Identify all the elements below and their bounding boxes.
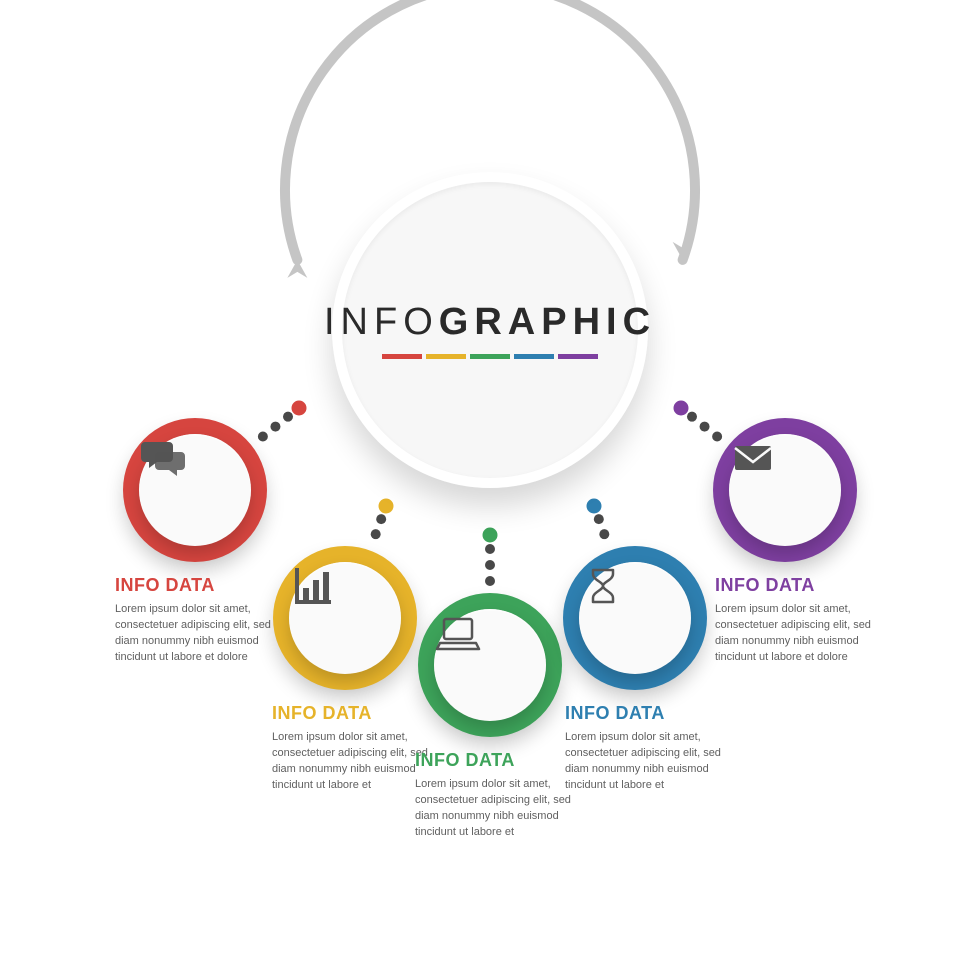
node-chart-inner <box>289 562 401 674</box>
label-mail: INFO DATA Lorem ipsum dolor sit amet, co… <box>715 575 895 666</box>
center-title-thin: INFO <box>324 301 439 343</box>
label-mail-body: Lorem ipsum dolor sit amet, consectetuer… <box>715 602 895 666</box>
label-hourglass: INFO DATA Lorem ipsum dolor sit amet, co… <box>565 703 745 794</box>
node-laptop-inner <box>434 609 546 721</box>
center-underline <box>382 354 598 359</box>
center-title-bold: GRAPHIC <box>439 301 656 343</box>
label-chat-body: Lorem ipsum dolor sit amet, consectetuer… <box>115 602 295 666</box>
node-chat-inner <box>139 434 251 546</box>
label-chat-title: INFO DATA <box>115 575 295 596</box>
node-hourglass-inner <box>579 562 691 674</box>
infographic-stage: INFOGRAPHIC INFO DATA Lorem ipsum dolor … <box>0 0 980 980</box>
center-circle-inner: INFOGRAPHIC <box>342 182 638 478</box>
label-chat: INFO DATA Lorem ipsum dolor sit amet, co… <box>115 575 295 666</box>
center-title: INFOGRAPHIC <box>324 301 656 344</box>
label-mail-title: INFO DATA <box>715 575 895 596</box>
label-chart-title: INFO DATA <box>272 703 452 724</box>
label-hourglass-body: Lorem ipsum dolor sit amet, consectetuer… <box>565 730 745 794</box>
node-mail-inner <box>729 434 841 546</box>
center-circle: INFOGRAPHIC <box>332 172 648 488</box>
label-hourglass-title: INFO DATA <box>565 703 745 724</box>
